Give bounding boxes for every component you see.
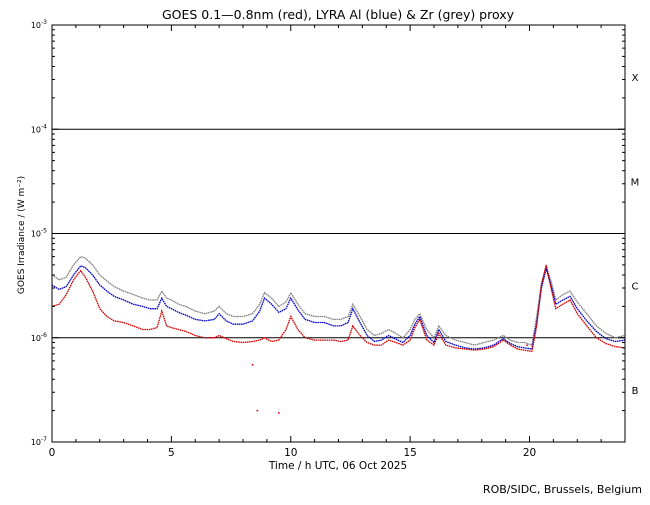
- series-line: [51, 264, 626, 353]
- chart-title: GOES 0.1—0.8nm (red), LYRA Al (blue) & Z…: [162, 7, 515, 22]
- flare-class-label: X: [632, 73, 639, 84]
- x-tick-label: 0: [49, 447, 56, 459]
- x-tick-label: 5: [168, 447, 175, 459]
- y-axis-label: GOES Irradiance / (W m⁻²): [17, 176, 27, 294]
- data-point: [251, 363, 254, 366]
- data-point: [526, 344, 529, 347]
- y-axis-ticks: 10-7 10-6 10-5 10-4 10-3: [31, 19, 625, 447]
- flare-class-label: C: [632, 282, 639, 293]
- x-axis-ticks: 0 5 10 15 20: [49, 25, 626, 459]
- y-tick-label: 10-7: [31, 436, 47, 447]
- data-point: [277, 412, 280, 414]
- series-line: [51, 255, 626, 346]
- y-tick-label: 10-6: [31, 332, 47, 343]
- y-tick-label: 10-4: [31, 123, 47, 134]
- data-point: [256, 409, 259, 412]
- flare-class-lines: [52, 128, 625, 339]
- y-tick-label: 10-5: [31, 228, 47, 239]
- flare-class-label: B: [632, 386, 639, 397]
- flare-class-labels: X M C B: [631, 73, 640, 397]
- x-axis-label: Time / h UTC, 06 Oct 2025: [268, 460, 407, 472]
- outlier-points: [251, 344, 529, 414]
- x-tick-label: 15: [403, 447, 416, 459]
- x-tick-label: 20: [523, 447, 536, 459]
- series-layer: [51, 255, 626, 353]
- flare-class-label: M: [631, 177, 640, 188]
- credit-text: ROB/SIDC, Brussels, Belgium: [482, 483, 642, 496]
- x-tick-label: 10: [284, 447, 297, 459]
- y-tick-label: 10-3: [31, 19, 47, 30]
